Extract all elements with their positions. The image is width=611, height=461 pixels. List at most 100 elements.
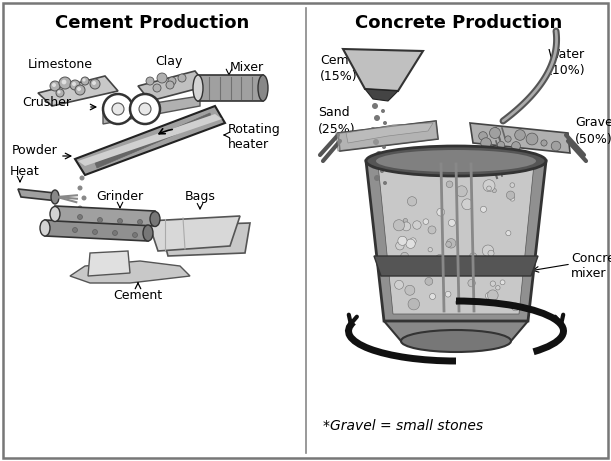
Circle shape (462, 199, 473, 210)
Circle shape (382, 145, 386, 149)
Polygon shape (138, 71, 207, 101)
Circle shape (370, 127, 376, 133)
Circle shape (514, 130, 525, 140)
Circle shape (385, 157, 389, 161)
Polygon shape (470, 123, 570, 153)
Polygon shape (75, 106, 225, 175)
Circle shape (75, 85, 85, 95)
Text: Sand
(25%): Sand (25%) (318, 106, 356, 136)
Circle shape (130, 94, 160, 124)
Circle shape (396, 242, 404, 250)
Text: Water
(10%): Water (10%) (548, 48, 585, 77)
Polygon shape (366, 161, 546, 321)
Circle shape (52, 83, 56, 87)
Polygon shape (18, 189, 58, 201)
Circle shape (157, 73, 167, 83)
Text: Concrete Production: Concrete Production (356, 14, 563, 32)
Text: Concrete
mixer: Concrete mixer (571, 252, 611, 280)
Polygon shape (160, 223, 250, 256)
Circle shape (117, 219, 122, 224)
Text: Cement: Cement (114, 289, 163, 302)
Circle shape (469, 253, 477, 260)
Circle shape (408, 298, 420, 310)
Circle shape (446, 181, 453, 188)
Circle shape (398, 236, 407, 245)
Ellipse shape (143, 225, 153, 241)
Circle shape (73, 227, 78, 232)
Polygon shape (103, 96, 200, 124)
Circle shape (402, 222, 411, 231)
Circle shape (137, 219, 142, 225)
Circle shape (90, 79, 100, 89)
Text: Gravel*
(50%): Gravel* (50%) (575, 117, 611, 146)
Polygon shape (384, 321, 528, 341)
Text: Limestone: Limestone (28, 58, 93, 71)
Text: Rotating
heater: Rotating heater (228, 123, 280, 151)
Polygon shape (88, 251, 130, 276)
Circle shape (371, 163, 377, 169)
Circle shape (456, 300, 460, 305)
Text: Clay: Clay (155, 55, 182, 68)
Text: Grinder: Grinder (97, 190, 144, 203)
Circle shape (478, 132, 488, 140)
Circle shape (413, 221, 421, 229)
Circle shape (374, 175, 380, 181)
Circle shape (468, 279, 475, 287)
Circle shape (373, 139, 379, 145)
Circle shape (456, 186, 467, 197)
Circle shape (57, 90, 60, 94)
Polygon shape (70, 261, 190, 283)
Ellipse shape (366, 146, 546, 176)
Circle shape (506, 262, 510, 266)
Polygon shape (95, 113, 212, 168)
Circle shape (503, 262, 509, 268)
Polygon shape (38, 76, 118, 106)
Circle shape (489, 128, 500, 138)
Circle shape (103, 94, 133, 124)
Circle shape (425, 278, 433, 285)
Circle shape (551, 141, 561, 151)
Circle shape (379, 133, 383, 137)
Circle shape (381, 109, 385, 113)
Polygon shape (148, 216, 240, 251)
Circle shape (98, 218, 103, 223)
Circle shape (133, 232, 137, 237)
Polygon shape (338, 121, 438, 151)
Circle shape (417, 266, 426, 275)
Circle shape (505, 136, 511, 142)
Circle shape (395, 280, 403, 289)
Circle shape (78, 214, 82, 219)
Ellipse shape (150, 212, 160, 226)
Text: *Gravel = small stones: *Gravel = small stones (323, 419, 483, 433)
Text: Crusher: Crusher (22, 96, 71, 110)
Circle shape (77, 87, 81, 91)
Circle shape (496, 285, 500, 290)
Circle shape (139, 103, 151, 115)
Circle shape (146, 77, 154, 85)
Circle shape (56, 89, 64, 97)
FancyBboxPatch shape (3, 3, 608, 458)
Circle shape (511, 142, 521, 150)
Polygon shape (365, 89, 398, 101)
Circle shape (166, 81, 174, 89)
Circle shape (78, 206, 82, 211)
Circle shape (401, 252, 409, 260)
Circle shape (541, 140, 547, 146)
Circle shape (393, 220, 404, 231)
Circle shape (510, 183, 514, 188)
Ellipse shape (193, 75, 203, 101)
Circle shape (82, 78, 86, 82)
Circle shape (506, 230, 511, 236)
Circle shape (374, 115, 380, 121)
Circle shape (447, 239, 456, 248)
Polygon shape (78, 114, 222, 166)
Circle shape (81, 195, 87, 201)
Ellipse shape (50, 207, 60, 221)
Circle shape (526, 133, 538, 145)
Circle shape (511, 303, 519, 311)
Circle shape (480, 206, 486, 213)
Text: Mixer: Mixer (230, 61, 264, 75)
Polygon shape (346, 123, 433, 143)
Circle shape (445, 291, 451, 297)
Circle shape (70, 80, 80, 90)
